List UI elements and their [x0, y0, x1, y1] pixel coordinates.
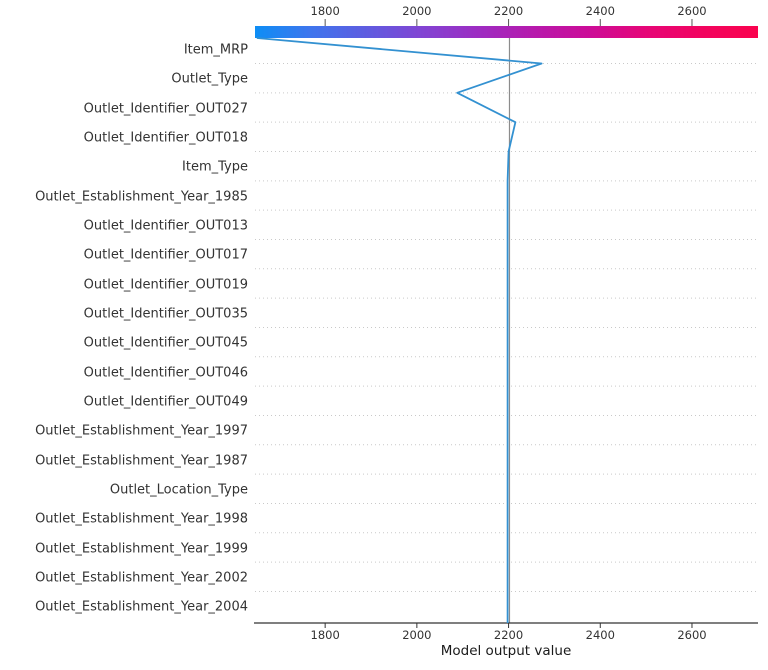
- x-axis-title: Model output value: [440, 643, 572, 659]
- x-tick-label: 2200: [493, 628, 524, 642]
- feature-label: Outlet_Identifier_OUT049: [83, 394, 248, 410]
- colorbar-tick-label: 1800: [310, 4, 340, 18]
- x-tick-label: 1800: [310, 628, 340, 642]
- x-tick-label: 2400: [585, 628, 615, 642]
- feature-label: Outlet_Identifier_OUT013: [83, 218, 248, 234]
- feature-label: Outlet_Establishment_Year_1987: [35, 453, 248, 469]
- feature-label: Outlet_Identifier_OUT046: [83, 365, 248, 381]
- feature-label: Item_MRP: [183, 42, 248, 58]
- feature-label: Outlet_Location_Type: [109, 482, 248, 498]
- feature-label: Outlet_Identifier_OUT018: [83, 130, 248, 146]
- feature-label: Outlet_Establishment_Year_1998: [35, 511, 248, 527]
- decision-path: [256, 37, 543, 623]
- feature-label: Item_Type: [182, 159, 248, 175]
- feature-label: Outlet_Establishment_Year_2004: [35, 599, 248, 615]
- feature-label: Outlet_Establishment_Year_2002: [35, 570, 248, 586]
- feature-label: Outlet_Establishment_Year_1997: [35, 423, 248, 439]
- feature-label: Outlet_Identifier_OUT035: [83, 306, 248, 322]
- feature-label: Outlet_Identifier_OUT045: [83, 335, 248, 351]
- colorbar-tick-label: 2400: [585, 4, 615, 18]
- x-tick-label: 2000: [402, 628, 432, 642]
- x-tick-label: 2600: [677, 628, 707, 642]
- feature-label: Outlet_Type: [171, 71, 248, 87]
- feature-label: Outlet_Establishment_Year_1999: [35, 541, 248, 557]
- colorbar: [255, 26, 758, 38]
- feature-label: Outlet_Establishment_Year_1985: [35, 189, 248, 205]
- colorbar-tick-label: 2600: [677, 4, 707, 18]
- colorbar-tick-label: 2200: [493, 4, 524, 18]
- colorbar-tick-label: 2000: [402, 4, 432, 18]
- feature-label: Outlet_Identifier_OUT027: [83, 101, 248, 117]
- feature-label: Outlet_Identifier_OUT019: [83, 277, 248, 293]
- feature-label: Outlet_Identifier_OUT017: [83, 247, 248, 263]
